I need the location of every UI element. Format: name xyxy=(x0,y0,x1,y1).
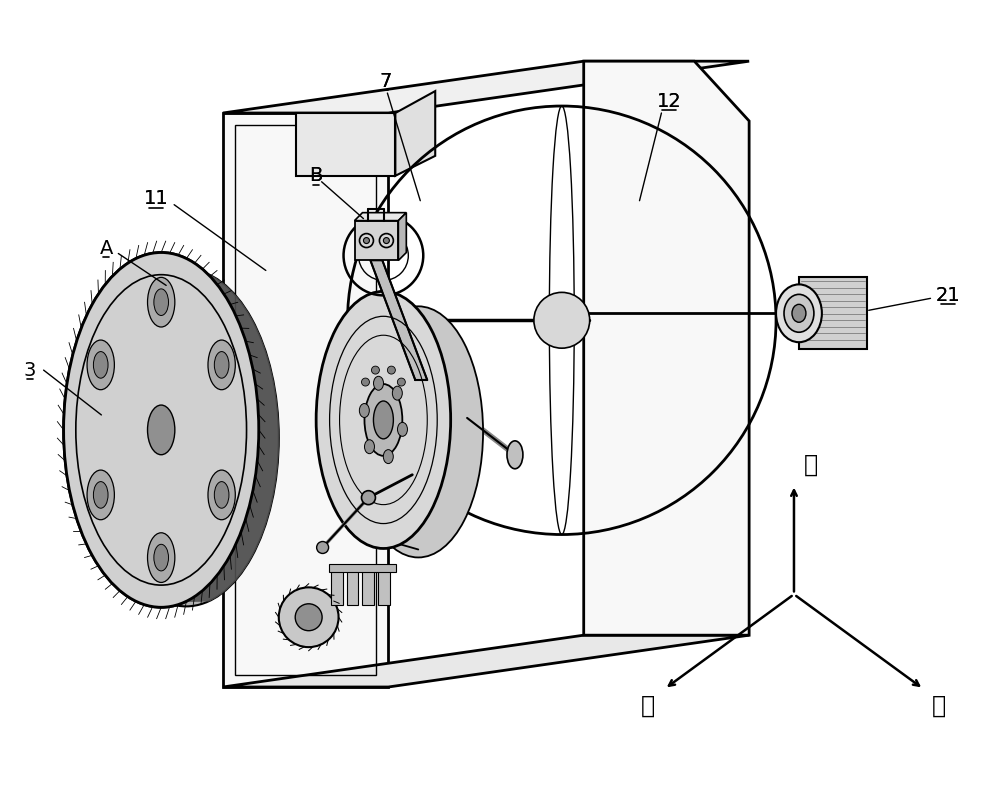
Text: 12: 12 xyxy=(657,92,682,110)
Circle shape xyxy=(317,542,329,554)
Ellipse shape xyxy=(87,470,114,519)
Text: 21: 21 xyxy=(936,286,961,305)
Ellipse shape xyxy=(507,441,523,469)
Bar xyxy=(378,567,390,606)
Circle shape xyxy=(279,587,339,647)
Ellipse shape xyxy=(354,306,483,558)
Ellipse shape xyxy=(87,340,114,390)
Text: 7: 7 xyxy=(379,72,392,90)
Circle shape xyxy=(295,604,322,630)
Ellipse shape xyxy=(776,284,822,342)
Text: 11: 11 xyxy=(144,189,169,209)
Circle shape xyxy=(363,237,369,244)
Ellipse shape xyxy=(214,482,229,508)
Bar xyxy=(362,567,374,606)
Ellipse shape xyxy=(148,277,175,327)
Ellipse shape xyxy=(792,304,806,322)
Ellipse shape xyxy=(359,403,369,418)
Ellipse shape xyxy=(148,405,175,455)
Ellipse shape xyxy=(784,294,814,332)
Polygon shape xyxy=(584,62,749,635)
Ellipse shape xyxy=(392,386,402,400)
Circle shape xyxy=(361,378,369,386)
Text: B: B xyxy=(309,166,322,185)
Text: 12: 12 xyxy=(657,92,682,110)
Polygon shape xyxy=(355,221,398,260)
Circle shape xyxy=(361,491,375,505)
Ellipse shape xyxy=(154,544,168,571)
Polygon shape xyxy=(185,258,279,602)
Text: 前: 前 xyxy=(931,694,946,718)
Ellipse shape xyxy=(154,289,168,316)
Text: 21: 21 xyxy=(936,286,961,305)
Ellipse shape xyxy=(214,352,229,378)
Text: 左: 左 xyxy=(640,694,654,718)
Circle shape xyxy=(397,378,405,386)
Ellipse shape xyxy=(397,423,407,436)
Ellipse shape xyxy=(374,376,383,390)
Polygon shape xyxy=(355,213,406,221)
Ellipse shape xyxy=(148,533,175,582)
Text: 7: 7 xyxy=(379,72,392,90)
Ellipse shape xyxy=(364,384,402,455)
Ellipse shape xyxy=(373,401,393,439)
Polygon shape xyxy=(296,113,395,176)
Polygon shape xyxy=(223,113,388,687)
Ellipse shape xyxy=(208,470,235,519)
Circle shape xyxy=(387,366,395,374)
Ellipse shape xyxy=(93,269,279,606)
Circle shape xyxy=(534,292,590,348)
Polygon shape xyxy=(370,260,427,380)
Text: 3: 3 xyxy=(23,360,36,380)
Ellipse shape xyxy=(316,292,451,548)
Polygon shape xyxy=(799,277,867,349)
Ellipse shape xyxy=(365,439,374,454)
Text: 上: 上 xyxy=(804,453,818,477)
Polygon shape xyxy=(223,62,749,113)
Bar xyxy=(331,567,343,606)
Ellipse shape xyxy=(93,352,108,378)
Ellipse shape xyxy=(93,482,108,508)
Text: B: B xyxy=(309,166,322,185)
Polygon shape xyxy=(398,213,406,260)
Circle shape xyxy=(371,366,379,374)
Circle shape xyxy=(383,237,389,244)
Ellipse shape xyxy=(383,450,393,463)
Text: A: A xyxy=(100,239,113,258)
Text: 11: 11 xyxy=(144,189,169,209)
Polygon shape xyxy=(329,564,396,572)
Ellipse shape xyxy=(64,252,259,607)
Polygon shape xyxy=(223,635,749,687)
Bar xyxy=(347,567,358,606)
Ellipse shape xyxy=(208,340,235,390)
Ellipse shape xyxy=(64,252,259,607)
Polygon shape xyxy=(395,91,435,176)
